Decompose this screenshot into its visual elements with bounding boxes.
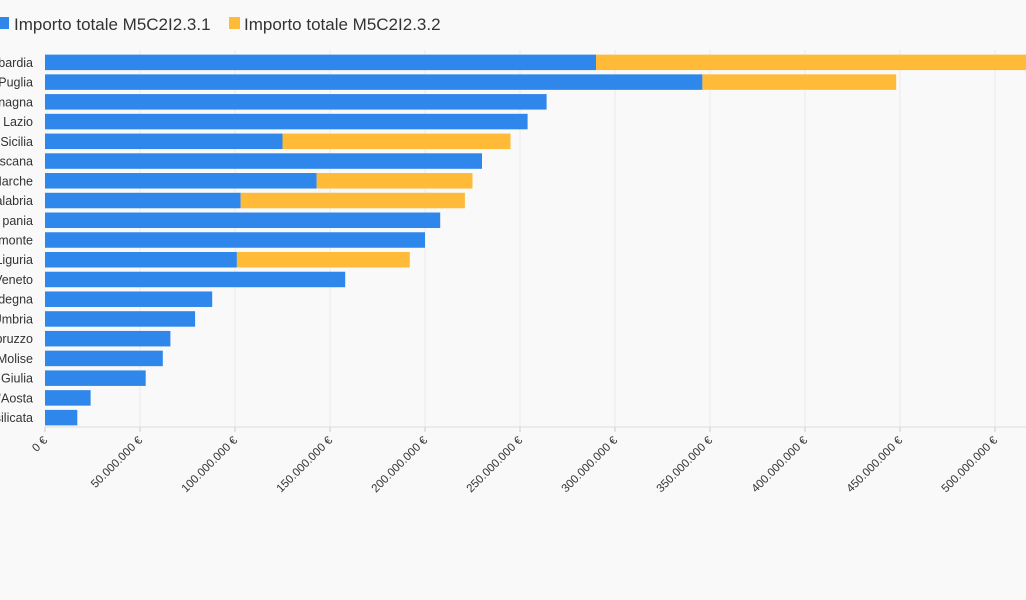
legend: Importo totale M5C2I2.3.1 Importo totale… [0,15,441,34]
x-tick-label: 300.000.000 € [560,434,621,495]
category-label: scana [0,155,33,169]
category-label: monte [0,234,33,248]
category-label: bruzzo [0,332,33,346]
bar-series-1[interactable] [45,173,317,189]
category-label: Puglia [0,76,33,90]
x-tick-label: 350.000.000 € [655,434,716,495]
category-label: Sicilia [0,135,33,149]
bar-series-1[interactable] [45,153,482,169]
x-tick-label: 0 € [30,434,50,454]
bar-series-1[interactable] [45,94,547,110]
x-tick-label: 250.000.000 € [465,434,526,495]
bar-series-1[interactable] [45,192,241,209]
bar-series-1[interactable] [45,74,703,90]
bar-series-2[interactable] [596,54,1026,71]
category-label: Lazio [3,115,33,129]
x-tick-label: 400.000.000 € [750,434,811,495]
bar-series-1[interactable] [45,212,441,229]
category-label: Molise [0,352,33,366]
x-tick-label: 500.000.000 € [940,434,1001,495]
bar-series-1[interactable] [45,409,78,426]
legend-swatch-series-1[interactable] [0,17,9,29]
bar-series-1[interactable] [45,311,196,327]
bar-series-2[interactable] [316,173,473,189]
legend-label-series-2[interactable]: Importo totale M5C2I2.3.2 [244,15,441,34]
legend-swatch-series-2[interactable] [229,17,240,29]
x-tick-label: 100.000.000 € [180,434,241,495]
x-tick-label: 150.000.000 € [275,434,336,495]
category-label: nagna [0,95,33,109]
bar-series-2[interactable] [236,251,410,268]
bar-series-1[interactable] [45,390,91,406]
bar-series-2[interactable] [702,74,897,90]
bar-series-1[interactable] [45,271,346,288]
bar-series-1[interactable] [45,291,213,307]
bar-series-2[interactable] [282,133,511,150]
bar-series-1[interactable] [45,350,163,367]
x-tick-label: 200.000.000 € [370,434,431,495]
category-label: alabria [0,194,33,208]
bar-series-1[interactable] [45,330,171,347]
bar-series-1[interactable] [45,54,596,71]
category-label: Marche [0,174,33,188]
bars [45,54,1026,426]
x-axis-ticks: 0 € 50.000.000 € 100.000.000 € 150.000.000 … [30,427,1001,495]
category-label: silicata [0,411,33,425]
x-tick-label: 50.000.000 € [89,434,145,490]
legend-label-series-1[interactable]: Importo totale M5C2I2.3.1 [14,15,211,34]
bar-series-1[interactable] [45,113,528,130]
gridlines [139,50,996,427]
category-labels: bardia Puglia nagna Lazio Sicilia scana Marche… [0,56,33,425]
category-label: degna [0,293,33,307]
category-label: Veneto [0,273,33,287]
bar-series-1[interactable] [45,251,237,268]
category-label: 'Aosta [0,391,33,405]
category-label: bardia [0,56,33,70]
bar-series-2[interactable] [240,192,465,209]
category-label: Umbria [0,312,33,326]
bar-series-1[interactable] [45,133,283,150]
x-tick-label: 450.000.000 € [845,434,906,495]
bar-series-1[interactable] [45,232,425,248]
category-label: Liguria [0,253,33,267]
category-label: pania [2,214,33,228]
category-label: Giulia [1,372,33,386]
bar-series-1[interactable] [45,370,146,386]
